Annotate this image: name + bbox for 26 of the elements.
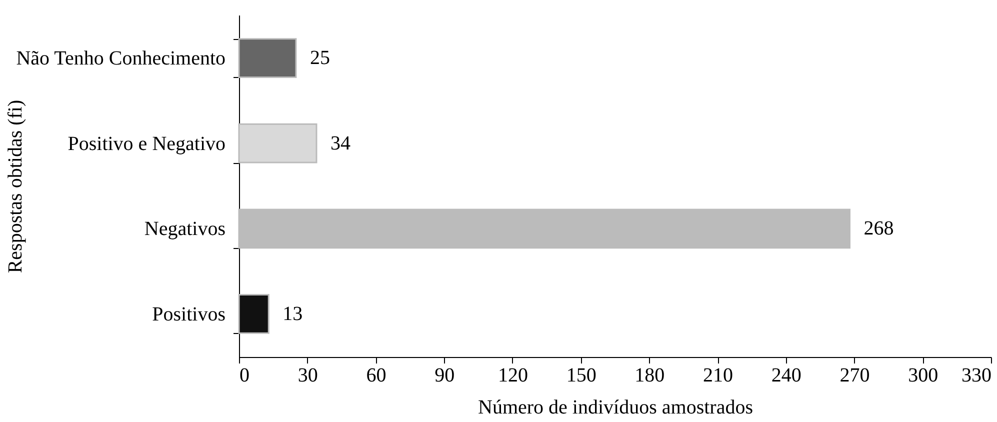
y-axis-title: Respostas obtidas (fi) <box>4 100 26 274</box>
data-label: 25 <box>310 47 330 70</box>
x-tick-label: 270 <box>840 364 870 386</box>
x-tick-label: 300 <box>908 364 938 386</box>
x-tick-label: 330 <box>962 364 992 386</box>
x-tick-label: 150 <box>566 364 596 386</box>
y-tick-label: Positivo e Negativo <box>68 132 226 155</box>
x-tick-label: 0 <box>240 364 250 386</box>
x-tick-label: 180 <box>634 364 665 386</box>
bar <box>238 38 297 78</box>
bar <box>238 208 850 249</box>
data-label: 268 <box>864 218 894 240</box>
x-axis-title: Número de indivíduos amostrados <box>478 396 754 418</box>
x-tick-label: 210 <box>703 364 734 386</box>
x-tick-label: 240 <box>771 364 802 386</box>
x-tick-label: 120 <box>498 364 528 386</box>
x-tick-label: 60 <box>366 364 386 386</box>
y-tick-label: Negativos <box>144 218 226 240</box>
x-tick-label: 30 <box>298 364 318 386</box>
bar <box>238 123 318 164</box>
y-tick-label: Não Tenho Conhecimento <box>16 48 226 70</box>
data-label: 34 <box>330 132 350 154</box>
y-tick-label: Positivos <box>152 303 226 326</box>
x-tick-label: 90 <box>434 364 455 386</box>
data-label: 13 <box>282 302 303 325</box>
bar <box>238 294 270 334</box>
